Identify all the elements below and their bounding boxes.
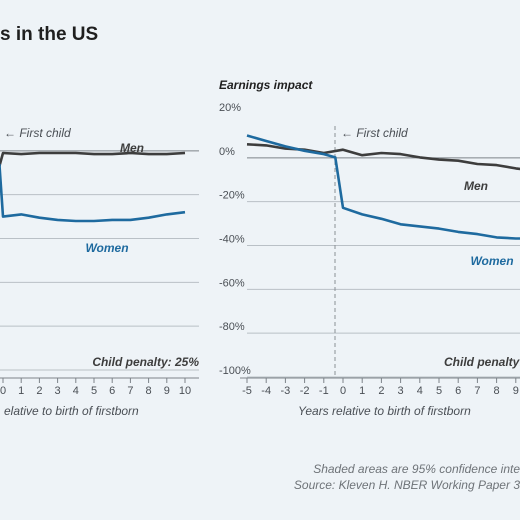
left-event-label: ← First child — [4, 126, 71, 140]
right-series-line-women — [246, 134, 520, 240]
left-chart-panel: 0 1 2 3 4 5 6 7 8 9 10 elative to birth of firstbo… — [0, 126, 199, 418]
left-x-tick-label: 6 — [109, 385, 115, 397]
left-x-tick-label: 9 — [164, 385, 170, 397]
right-x-tick-label: 9 — [513, 385, 519, 397]
left-x-tick-label: 0 — [0, 385, 6, 397]
left-x-tick-label: 10 — [179, 385, 191, 397]
left-x-tick-label: 3 — [55, 385, 61, 397]
right-x-tick-label: 2 — [378, 385, 384, 397]
right-x-tick-label: -5 — [242, 385, 252, 397]
right-event-arrow-icon: ← — [341, 126, 356, 140]
left-x-tick-label: 4 — [73, 385, 79, 397]
left-x-axis: 0 1 2 3 4 5 6 7 8 9 10 — [0, 377, 199, 397]
left-gridlines — [0, 150, 199, 371]
right-women-label: Women — [470, 254, 513, 268]
right-event-label: ← First child — [341, 126, 408, 140]
right-series-group — [246, 134, 520, 240]
left-event-arrow-icon: ← — [4, 126, 19, 140]
right-chart-panel: Earnings impact 20%0%-20%-40%-60%-80%-10… — [219, 78, 520, 418]
left-series-group — [0, 151, 186, 223]
left-penalty-annotation: Child penalty: 25% — [92, 355, 199, 369]
right-chart-title: Earnings impact — [219, 78, 313, 92]
page-title: s in the US — [0, 24, 99, 45]
left-x-tick-label: 8 — [146, 385, 152, 397]
right-y-axis: 20% 0% -20% -40% -60% -80% -100% — [219, 102, 251, 377]
right-x-tick-label: 1 — [359, 385, 365, 397]
right-x-tick-label: 7 — [474, 385, 480, 397]
right-men-label: Men — [464, 179, 488, 193]
left-series-line-women — [0, 163, 186, 223]
right-y-tick-label: 20% — [219, 102, 241, 114]
right-y-tick-label: 0% — [219, 146, 235, 158]
right-x-tick-label: -2 — [300, 385, 310, 397]
right-gridlines — [247, 157, 520, 378]
right-penalty-annotation: Child penalty: — [444, 355, 520, 369]
right-x-tick-label: 0 — [340, 385, 346, 397]
left-x-axis-label: elative to birth of firstborn — [4, 404, 139, 418]
left-men-label: Men — [120, 141, 144, 155]
footnote: Shaded areas are 95% confidence inte — [313, 462, 520, 476]
left-x-tick-label: 7 — [127, 385, 133, 397]
right-x-tick-label: -4 — [261, 385, 271, 397]
left-x-tick-label: 2 — [36, 385, 42, 397]
right-y-tick-label: -40% — [219, 234, 245, 246]
right-x-tick-label: 8 — [494, 385, 500, 397]
right-y-tick-label: -60% — [219, 277, 245, 289]
right-x-tick-label: -1 — [319, 385, 329, 397]
right-y-tick-label: -100% — [219, 365, 251, 377]
right-x-tick-label: 4 — [417, 385, 423, 397]
right-x-tick-label: 3 — [398, 385, 404, 397]
right-y-tick-label: -80% — [219, 321, 245, 333]
right-x-axis-label: Years relative to birth of firstborn — [298, 404, 471, 418]
right-x-tick-label: 6 — [455, 385, 461, 397]
source-note: Source: Kleven H. NBER Working Paper 3 — [293, 478, 520, 492]
right-x-tick-label: -3 — [281, 385, 291, 397]
right-x-tick-label: 5 — [436, 385, 442, 397]
right-x-axis: -5 -4 -3 -2 -1 0 1 2 3 4 5 6 7 8 9 — [240, 377, 520, 397]
right-y-tick-label: -20% — [219, 190, 245, 202]
left-series-line-men — [0, 151, 186, 167]
left-women-label: Women — [85, 241, 128, 255]
left-x-tick-label: 5 — [91, 385, 97, 397]
left-x-tick-label: 1 — [18, 385, 24, 397]
